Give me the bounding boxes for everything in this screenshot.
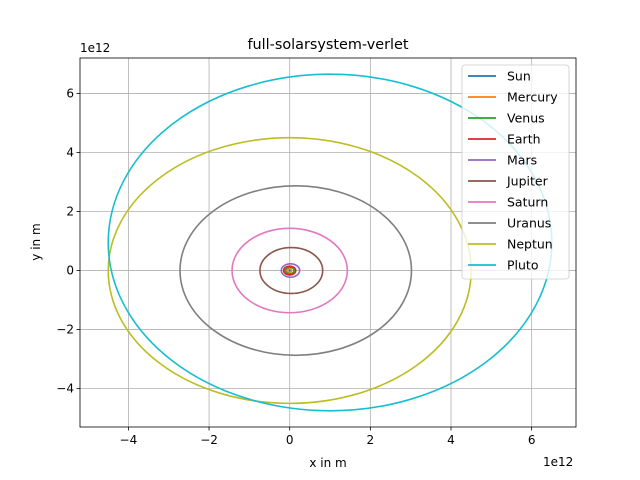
- axis-ticks: −4 −2 0 2 4 6 −4 −2 0 2 4 6: [56, 86, 535, 447]
- x-offset-label: 1e12: [543, 455, 573, 469]
- orbit-mercury: [286, 268, 293, 274]
- x-tick-label: 4: [447, 433, 455, 447]
- orbit-saturn: [231, 227, 349, 314]
- y-tick-label: 2: [66, 205, 74, 219]
- orbit-venus: [284, 266, 295, 275]
- orbit-earth: [282, 265, 297, 276]
- y-tick-label: 4: [66, 145, 74, 159]
- y-axis-label: y in m: [29, 223, 43, 260]
- y-offset-label: 1e12: [80, 41, 110, 55]
- legend-label-mars: Mars: [507, 153, 537, 168]
- x-tick-label: −4: [120, 433, 138, 447]
- y-tick-label: −4: [56, 382, 74, 396]
- x-tick-label: 6: [528, 433, 536, 447]
- x-axis-label: x in m: [309, 456, 346, 470]
- legend: Sun Mercury Venus Earth Mars Jupiter Saturn Ura…: [461, 64, 570, 280]
- orbit-uranus: [179, 185, 413, 357]
- legend-label-venus: Venus: [507, 111, 545, 126]
- y-tick-label: 6: [66, 86, 74, 100]
- x-tick-label: 0: [286, 433, 294, 447]
- orbit-jupiter: [259, 246, 324, 295]
- legend-label-pluto: Pluto: [507, 258, 538, 273]
- x-tick-label: 2: [367, 433, 375, 447]
- legend-label-neptun: Neptun: [507, 237, 553, 252]
- chart-title: full-solarsystem-verlet: [247, 37, 408, 53]
- plot-frame: [79, 57, 577, 428]
- legend-label-earth: Earth: [507, 132, 541, 147]
- legend-label-mercury: Mercury: [507, 90, 558, 105]
- y-tick-label: −2: [56, 323, 74, 337]
- orbit-sun: [288, 269, 291, 272]
- legend-label-saturn: Saturn: [507, 195, 548, 210]
- x-tick-label: −2: [200, 433, 218, 447]
- y-tick-label: 0: [66, 264, 74, 278]
- orbit-mars: [280, 263, 301, 279]
- legend-label-jupiter: Jupiter: [506, 174, 549, 189]
- legend-label-sun: Sun: [507, 69, 531, 84]
- legend-label-uranus: Uranus: [507, 216, 551, 231]
